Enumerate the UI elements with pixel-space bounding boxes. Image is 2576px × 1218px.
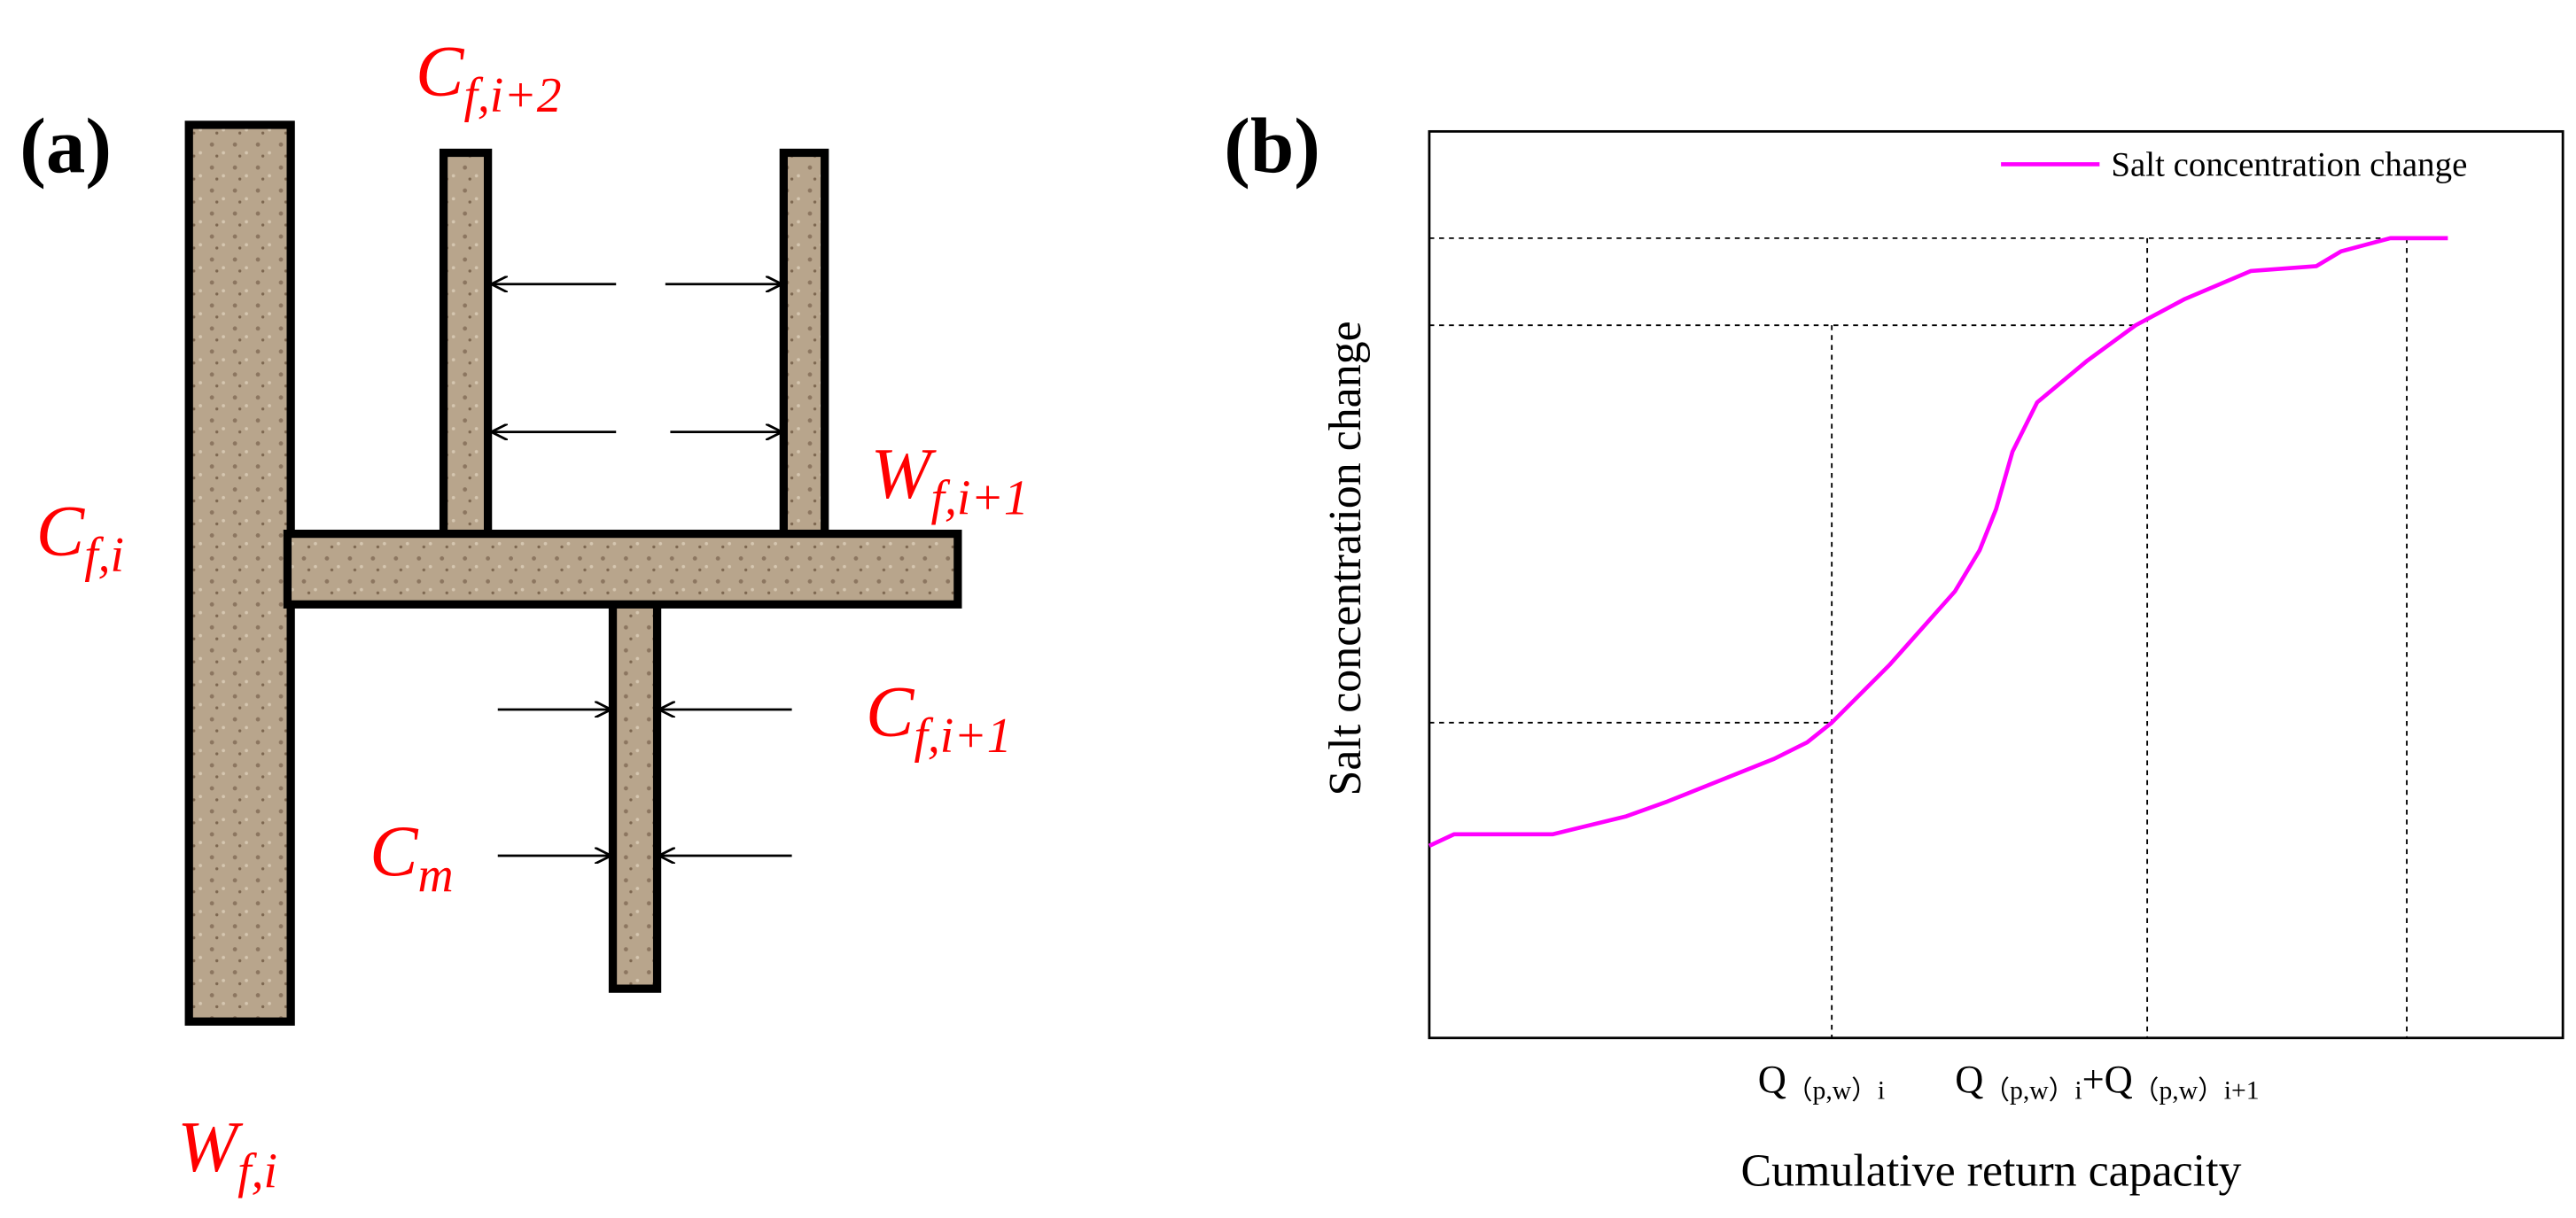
x-marker-part: i xyxy=(1878,1076,1885,1105)
x-marker-part: （p,w） xyxy=(1983,1075,2074,1105)
annotation-base: W xyxy=(177,1106,244,1187)
annotation-sub: f,i xyxy=(237,1144,277,1199)
panel-label: (b) xyxy=(1224,104,1320,190)
x-marker-part: Q xyxy=(1955,1057,1983,1101)
fracture xyxy=(283,529,962,609)
y-axis-label: Salt concentration change xyxy=(1320,321,1371,795)
x-marker-part: i+1 xyxy=(2224,1076,2260,1105)
legend-label: Salt concentration change xyxy=(2111,145,2467,183)
x-marker-part: （p,w） xyxy=(1786,1075,1878,1105)
annotation: Cf,i+1 xyxy=(866,671,1012,764)
annotation-sub: m xyxy=(418,849,454,904)
x-markers: Q（p,w）i Q（p,w）i+Q（p,w）i+1 xyxy=(1758,1057,2260,1105)
annotation-sub: f,i+1 xyxy=(914,709,1011,764)
x-marker-part: +Q xyxy=(2082,1057,2133,1101)
x-marker-part: i xyxy=(2074,1076,2082,1105)
fracture xyxy=(439,148,493,541)
annotation-sub: f,i+1 xyxy=(931,470,1029,525)
annotation: Cf,i+2 xyxy=(416,31,562,124)
annotation: Cf,i xyxy=(36,491,124,584)
x-marker: Q（p,w）i+Q（p,w）i+1 xyxy=(1955,1057,2259,1105)
annotation-sub: f,i+2 xyxy=(463,68,561,123)
annotation-base: W xyxy=(871,433,938,514)
annotation: Cm xyxy=(370,811,454,904)
fracture xyxy=(779,148,829,541)
plot-frame xyxy=(1428,129,2564,1040)
annotation-base: C xyxy=(416,31,465,112)
annotation-base: C xyxy=(866,671,915,752)
panel-b: (b) Salt concentration change Salt conce… xyxy=(1224,104,2564,1197)
x-axis-label: Cumulative return capacity xyxy=(1740,1146,2241,1197)
salt-curve xyxy=(1428,236,2448,848)
x-marker: Q（p,w）i xyxy=(1758,1057,1885,1105)
x-marker-part: Q xyxy=(1758,1057,1786,1101)
fracture xyxy=(184,120,295,1026)
guide-lines xyxy=(1428,237,2408,1038)
annotation: Wf,i+1 xyxy=(871,433,1029,526)
annotation-base: C xyxy=(36,491,86,571)
annotation: Wf,i xyxy=(177,1106,277,1199)
panel-label: (a) xyxy=(19,104,112,190)
annotation-base: C xyxy=(370,811,419,891)
fracture xyxy=(608,596,662,993)
annotation-sub: f,i xyxy=(84,528,124,583)
x-marker-part: （p,w） xyxy=(2133,1075,2224,1105)
